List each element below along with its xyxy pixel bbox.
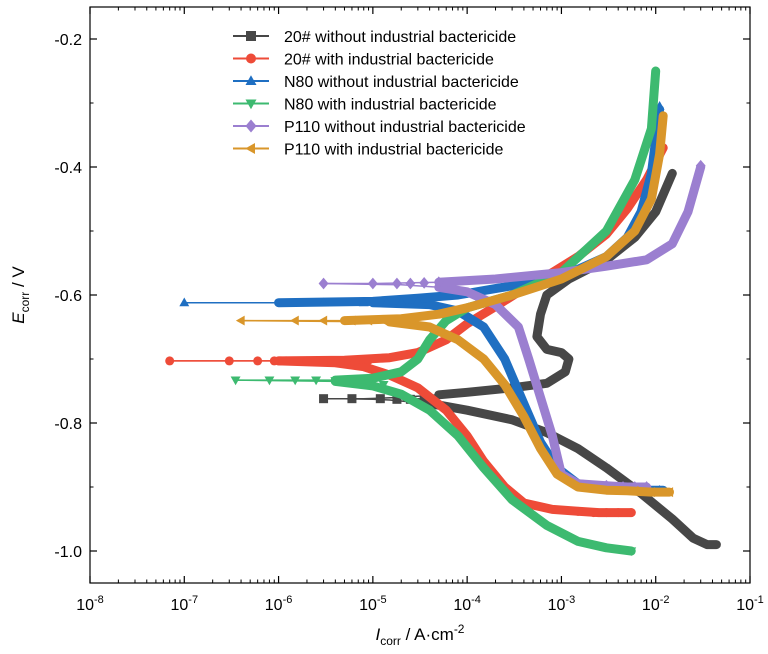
series-4-marker bbox=[626, 547, 637, 557]
legend-item-1: 20# without industrial bactericide bbox=[233, 29, 516, 46]
series-1-marker bbox=[347, 394, 357, 404]
x-tick-label: 10-6 bbox=[265, 594, 293, 614]
series-1-marker bbox=[319, 394, 329, 404]
series-6-marker bbox=[378, 315, 388, 326]
legend-swatch-marker bbox=[246, 31, 256, 41]
series-2-marker bbox=[364, 355, 374, 365]
legend: 20# without industrial bactericide 20# wi… bbox=[233, 29, 526, 159]
series-6-marker bbox=[664, 487, 674, 498]
series-5-anodic-band bbox=[434, 162, 706, 287]
series-4-marker bbox=[363, 379, 374, 388]
series-3-anodic-band bbox=[274, 104, 665, 308]
series-5-marker bbox=[318, 277, 329, 290]
series-3-marker bbox=[358, 297, 369, 307]
series-5-marker bbox=[391, 277, 402, 290]
series-2-marker bbox=[224, 356, 234, 366]
series-2 bbox=[165, 143, 668, 518]
series-4-cathodic-band bbox=[330, 376, 636, 556]
legend-label: 20# without industrial bactericide bbox=[284, 29, 516, 46]
series-3-marker bbox=[412, 296, 423, 305]
series-4-marker bbox=[230, 376, 241, 386]
series-6-marker bbox=[346, 315, 356, 326]
x-tick-label: 10-4 bbox=[453, 594, 481, 614]
legend-item-2: 20# with industrial bactericide bbox=[233, 52, 494, 69]
series-2-marker bbox=[601, 508, 611, 518]
series-2-marker bbox=[319, 356, 329, 366]
series-4-marker bbox=[311, 376, 322, 386]
series-2-marker bbox=[350, 356, 360, 366]
x-tick-label: 10-7 bbox=[170, 594, 198, 614]
series-2-marker bbox=[626, 508, 636, 518]
series-6-marker bbox=[235, 315, 245, 326]
y-axis-title: Ecorr / V bbox=[9, 266, 32, 324]
series-5-marker bbox=[405, 277, 416, 290]
series-2-marker bbox=[253, 356, 263, 366]
series-6-marker bbox=[629, 485, 639, 496]
series-6-marker bbox=[646, 487, 655, 498]
legend-item-4: N80 with industrial bactericide bbox=[233, 97, 497, 114]
series-5-marker bbox=[433, 276, 444, 289]
x-tick-label: 10-8 bbox=[76, 594, 104, 614]
series-4-marker bbox=[264, 376, 275, 386]
legend-item-5: P110 without industrial bactericide bbox=[233, 119, 526, 136]
series-4-marker bbox=[378, 381, 389, 390]
series-2-marker bbox=[281, 356, 291, 366]
legend-swatch-marker bbox=[245, 119, 257, 133]
curves-layer bbox=[165, 66, 721, 557]
legend-item-3: N80 without industrial bactericide bbox=[233, 74, 519, 91]
legend-swatch-marker bbox=[246, 53, 256, 64]
legend-swatch-marker bbox=[245, 99, 257, 110]
series-3-marker bbox=[396, 296, 407, 306]
series-6 bbox=[235, 111, 674, 498]
series-1-marker bbox=[375, 394, 385, 404]
series-5-marker bbox=[695, 159, 706, 172]
series-2-marker bbox=[573, 506, 583, 516]
series-3-marker bbox=[318, 297, 329, 307]
series-6-marker bbox=[318, 315, 328, 326]
legend-label: 20# with industrial bactericide bbox=[284, 52, 494, 69]
legend-label: P110 with industrial bactericide bbox=[284, 142, 503, 159]
series-2-marker bbox=[269, 356, 279, 366]
y-tick-label: -0.2 bbox=[54, 32, 82, 49]
series-6-marker bbox=[405, 314, 414, 325]
y-tick-label: -0.6 bbox=[54, 288, 82, 305]
series-6-marker bbox=[289, 315, 299, 326]
legend-item-6: P110 with industrial bactericide bbox=[233, 142, 503, 159]
series-4-anodic-band bbox=[330, 66, 661, 385]
series-4-marker bbox=[346, 377, 357, 387]
y-tick-label: -1.0 bbox=[54, 544, 82, 561]
series-1-marker bbox=[392, 394, 402, 404]
y-tick-label: -0.8 bbox=[54, 416, 82, 433]
series-5-marker bbox=[367, 277, 378, 290]
legend-label: P110 without industrial bactericide bbox=[284, 119, 526, 136]
series-3-marker bbox=[381, 297, 392, 307]
series-4-marker bbox=[330, 377, 341, 386]
series-2-marker bbox=[613, 508, 623, 518]
series-3 bbox=[179, 101, 668, 495]
legend-label: N80 with industrial bactericide bbox=[284, 97, 497, 114]
series-6-cathodic-band bbox=[385, 317, 674, 497]
x-tick-label: 10-3 bbox=[548, 594, 576, 614]
series-2-marker bbox=[165, 356, 175, 366]
series-1-cathodic-band bbox=[413, 398, 721, 550]
series-4-marker bbox=[290, 376, 301, 386]
series-3-marker bbox=[179, 297, 190, 307]
legend-label: N80 without industrial bactericide bbox=[284, 74, 519, 91]
series-2-marker bbox=[335, 356, 345, 366]
series-1-marker bbox=[419, 395, 429, 405]
series-2-marker bbox=[302, 356, 312, 366]
series-6-marker bbox=[391, 315, 401, 326]
x-tick-label: 10-5 bbox=[359, 594, 387, 614]
series-6-marker bbox=[363, 315, 373, 326]
series-6-anodic-band bbox=[340, 111, 668, 326]
legend-swatch-marker bbox=[245, 143, 255, 154]
x-axis-title: Icorr / A·cm-2 bbox=[376, 622, 465, 648]
legend-swatch-marker bbox=[245, 75, 257, 85]
series-2-marker bbox=[589, 508, 599, 518]
series-5-marker bbox=[419, 276, 430, 289]
x-tick-label: 10-2 bbox=[642, 594, 670, 614]
y-tick-label: -0.4 bbox=[54, 160, 82, 177]
x-tick-label: 10-1 bbox=[736, 594, 764, 614]
